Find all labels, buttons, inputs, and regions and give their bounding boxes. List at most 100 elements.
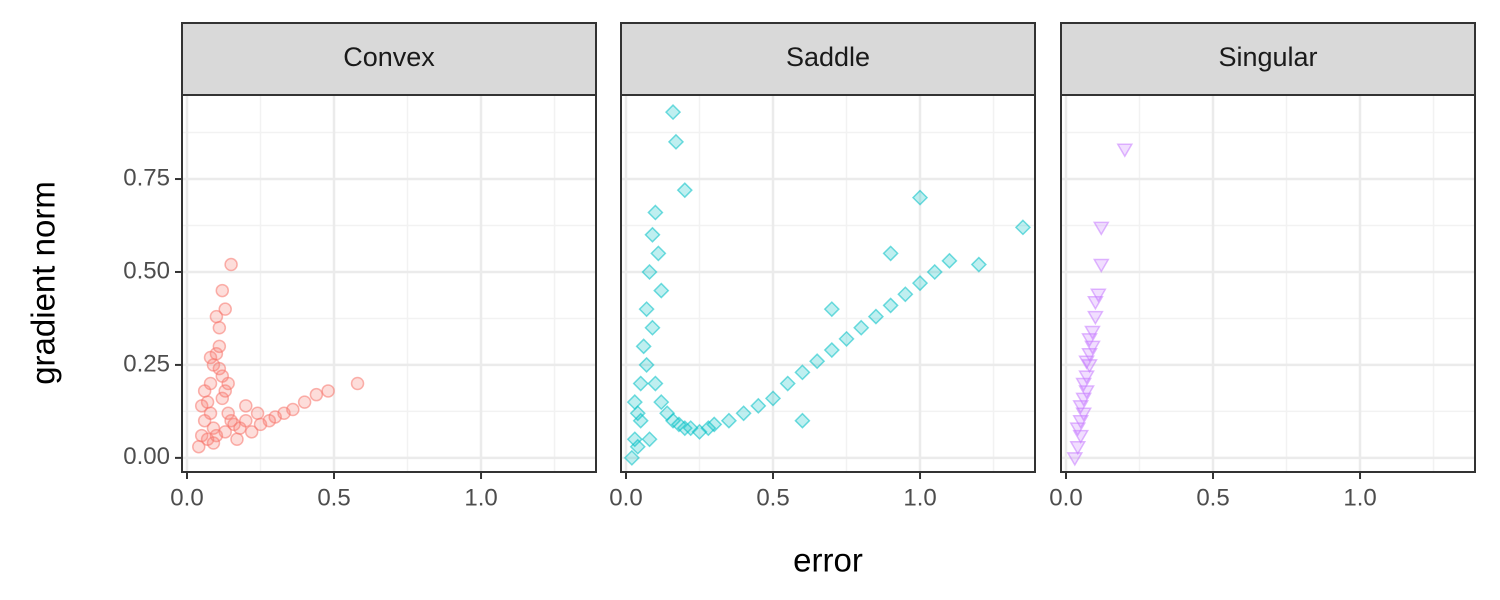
y-tick-label: 0.75 bbox=[123, 164, 170, 191]
point bbox=[212, 339, 227, 354]
point bbox=[823, 341, 840, 359]
point bbox=[626, 431, 643, 448]
point bbox=[682, 420, 699, 437]
point bbox=[764, 390, 782, 407]
point bbox=[212, 320, 227, 335]
point bbox=[212, 361, 227, 376]
point bbox=[632, 412, 649, 429]
point bbox=[838, 330, 855, 347]
point bbox=[1072, 400, 1090, 415]
point bbox=[239, 413, 253, 428]
point bbox=[1069, 440, 1087, 456]
x-tick-label: 0.0 bbox=[170, 484, 203, 511]
point bbox=[911, 189, 929, 206]
point bbox=[735, 405, 752, 422]
point bbox=[667, 133, 685, 150]
point bbox=[823, 301, 840, 318]
point bbox=[941, 252, 958, 269]
point bbox=[647, 375, 664, 392]
point bbox=[206, 436, 221, 450]
point bbox=[653, 394, 670, 411]
point bbox=[297, 395, 312, 409]
point bbox=[623, 449, 640, 466]
point bbox=[779, 375, 796, 392]
point bbox=[926, 263, 943, 281]
point bbox=[676, 182, 693, 199]
point bbox=[1078, 370, 1095, 385]
point bbox=[809, 353, 826, 370]
point bbox=[1014, 219, 1032, 236]
strip bbox=[620, 22, 1036, 96]
point bbox=[676, 420, 693, 437]
point bbox=[629, 438, 646, 455]
point bbox=[309, 387, 324, 402]
point bbox=[882, 297, 899, 314]
point bbox=[218, 302, 232, 316]
point bbox=[970, 256, 987, 273]
point bbox=[897, 286, 914, 303]
point bbox=[750, 397, 767, 414]
point bbox=[350, 376, 365, 391]
point bbox=[632, 375, 649, 392]
point bbox=[635, 338, 652, 355]
point bbox=[691, 423, 708, 440]
point bbox=[221, 376, 235, 391]
point bbox=[650, 245, 667, 262]
point bbox=[244, 425, 259, 439]
x-tick-label: 0.0 bbox=[1049, 484, 1082, 511]
point bbox=[203, 406, 218, 421]
point bbox=[911, 275, 929, 292]
point bbox=[209, 309, 224, 324]
point bbox=[794, 412, 811, 429]
point bbox=[1066, 452, 1084, 467]
point bbox=[321, 384, 335, 398]
y-axis-title: gradient norm bbox=[25, 181, 62, 385]
point bbox=[197, 384, 212, 398]
x-tick-label: 1.0 bbox=[464, 484, 497, 511]
x-tick-label: 0.5 bbox=[317, 484, 350, 511]
point bbox=[644, 226, 661, 243]
y-tick-label: 0.00 bbox=[123, 443, 170, 470]
points bbox=[623, 104, 1032, 466]
points bbox=[1066, 143, 1134, 467]
point bbox=[641, 263, 658, 281]
strip bbox=[1060, 22, 1476, 96]
points bbox=[192, 257, 365, 454]
point bbox=[224, 257, 238, 272]
point bbox=[794, 364, 811, 381]
strip-label: Saddle bbox=[786, 42, 870, 72]
point bbox=[653, 282, 670, 299]
point bbox=[867, 308, 884, 325]
point bbox=[218, 384, 232, 398]
x-tick-label: 1.0 bbox=[1343, 484, 1376, 511]
strip bbox=[181, 22, 597, 96]
point bbox=[206, 421, 221, 435]
point bbox=[1090, 288, 1107, 303]
point bbox=[203, 350, 218, 365]
point bbox=[218, 425, 232, 439]
point bbox=[1069, 422, 1087, 437]
point bbox=[853, 319, 870, 336]
point bbox=[706, 416, 723, 433]
panel-border bbox=[620, 94, 1036, 473]
point bbox=[1084, 325, 1101, 340]
x-axis-title: error bbox=[793, 542, 863, 579]
point bbox=[664, 104, 682, 121]
x-tick-label: 0.0 bbox=[609, 484, 642, 511]
point bbox=[1092, 221, 1110, 236]
point bbox=[626, 394, 643, 411]
point bbox=[638, 356, 655, 373]
point bbox=[230, 432, 244, 447]
point bbox=[1092, 258, 1110, 274]
point bbox=[1081, 333, 1098, 348]
x-tick-label: 1.0 bbox=[903, 484, 936, 511]
y-tick-label: 0.25 bbox=[123, 350, 170, 377]
point bbox=[250, 406, 265, 421]
point bbox=[1087, 310, 1104, 326]
x-tick-label: 0.5 bbox=[756, 484, 789, 511]
point bbox=[1075, 377, 1092, 393]
point bbox=[215, 391, 230, 406]
point bbox=[644, 319, 661, 336]
